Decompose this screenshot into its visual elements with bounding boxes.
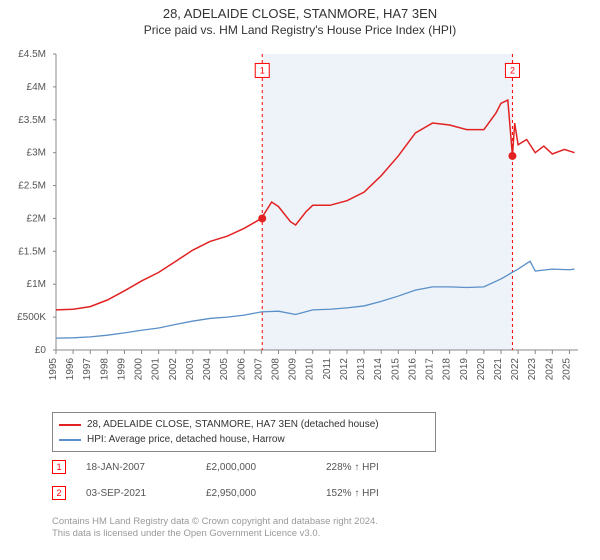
svg-text:2012: 2012 <box>339 358 350 381</box>
sale-price-1: £2,000,000 <box>206 462 326 473</box>
title-subtitle: Price paid vs. HM Land Registry's House … <box>0 23 600 37</box>
svg-text:1996: 1996 <box>65 358 76 381</box>
sale-marker-number-1: 1 <box>52 460 66 474</box>
sale-marker-number-2: 2 <box>52 486 66 500</box>
sale-marker-row-1: 1 18-JAN-2007 £2,000,000 228% ↑ HPI <box>52 460 379 474</box>
svg-text:2000: 2000 <box>134 358 145 381</box>
chart-container: 28, ADELAIDE CLOSE, STANMORE, HA7 3EN Pr… <box>0 0 600 560</box>
svg-text:2014: 2014 <box>373 358 384 381</box>
title-address: 28, ADELAIDE CLOSE, STANMORE, HA7 3EN <box>0 6 600 21</box>
svg-text:2019: 2019 <box>459 358 470 381</box>
svg-text:1995: 1995 <box>48 358 59 381</box>
svg-text:£1M: £1M <box>27 279 46 290</box>
svg-text:£4.5M: £4.5M <box>18 49 46 60</box>
footer: Contains HM Land Registry data © Crown c… <box>52 516 378 541</box>
svg-text:2010: 2010 <box>305 358 316 381</box>
sale-price-2: £2,950,000 <box>206 488 326 499</box>
svg-text:2008: 2008 <box>270 358 281 381</box>
svg-text:£1.5M: £1.5M <box>18 246 46 257</box>
svg-text:1999: 1999 <box>116 358 127 381</box>
svg-text:2003: 2003 <box>185 358 196 381</box>
svg-text:1997: 1997 <box>82 358 93 381</box>
svg-text:£0: £0 <box>35 345 47 356</box>
sale-pct-1: 228% ↑ HPI <box>326 462 379 473</box>
svg-text:2023: 2023 <box>527 358 538 381</box>
legend-item: HPI: Average price, detached house, Harr… <box>59 432 429 447</box>
legend: 28, ADELAIDE CLOSE, STANMORE, HA7 3EN (d… <box>52 412 436 452</box>
svg-text:2001: 2001 <box>151 358 162 381</box>
title-block: 28, ADELAIDE CLOSE, STANMORE, HA7 3EN Pr… <box>0 0 600 37</box>
line-chart: £0£500K£1M£1.5M£2M£2.5M£3M£3.5M£4M£4.5M1… <box>52 50 582 400</box>
legend-label: HPI: Average price, detached house, Harr… <box>87 434 285 445</box>
svg-text:£2M: £2M <box>27 213 46 224</box>
svg-text:2015: 2015 <box>390 358 401 381</box>
svg-text:2013: 2013 <box>356 358 367 381</box>
svg-text:2006: 2006 <box>236 358 247 381</box>
svg-text:2020: 2020 <box>476 358 487 381</box>
svg-text:2005: 2005 <box>219 358 230 381</box>
svg-text:£500K: £500K <box>17 312 46 323</box>
svg-text:2017: 2017 <box>425 358 436 381</box>
footer-line-1: Contains HM Land Registry data © Crown c… <box>52 516 378 528</box>
svg-text:2018: 2018 <box>442 358 453 381</box>
svg-text:2009: 2009 <box>288 358 299 381</box>
legend-swatch <box>59 439 81 441</box>
svg-text:2004: 2004 <box>202 358 213 381</box>
svg-text:1998: 1998 <box>99 358 110 381</box>
svg-text:1: 1 <box>260 65 265 75</box>
svg-text:£3.5M: £3.5M <box>18 115 46 126</box>
svg-text:2024: 2024 <box>544 358 555 381</box>
svg-text:2007: 2007 <box>253 358 264 381</box>
sale-marker-row-2: 2 03-SEP-2021 £2,950,000 152% ↑ HPI <box>52 486 379 500</box>
legend-label: 28, ADELAIDE CLOSE, STANMORE, HA7 3EN (d… <box>87 419 379 430</box>
svg-text:2002: 2002 <box>168 358 179 381</box>
legend-item: 28, ADELAIDE CLOSE, STANMORE, HA7 3EN (d… <box>59 417 429 432</box>
footer-line-2: This data is licensed under the Open Gov… <box>52 528 378 540</box>
svg-text:£4M: £4M <box>27 82 46 93</box>
svg-text:2021: 2021 <box>493 358 504 381</box>
svg-text:2: 2 <box>510 65 515 75</box>
svg-text:£2.5M: £2.5M <box>18 181 46 192</box>
sale-pct-2: 152% ↑ HPI <box>326 488 379 499</box>
sale-date-2: 03-SEP-2021 <box>86 488 206 499</box>
svg-text:2011: 2011 <box>322 358 333 380</box>
svg-text:£3M: £3M <box>27 148 46 159</box>
sale-date-1: 18-JAN-2007 <box>86 462 206 473</box>
svg-text:2025: 2025 <box>561 358 572 381</box>
legend-swatch <box>59 424 81 426</box>
svg-text:2022: 2022 <box>510 358 521 381</box>
svg-text:2016: 2016 <box>407 358 418 381</box>
